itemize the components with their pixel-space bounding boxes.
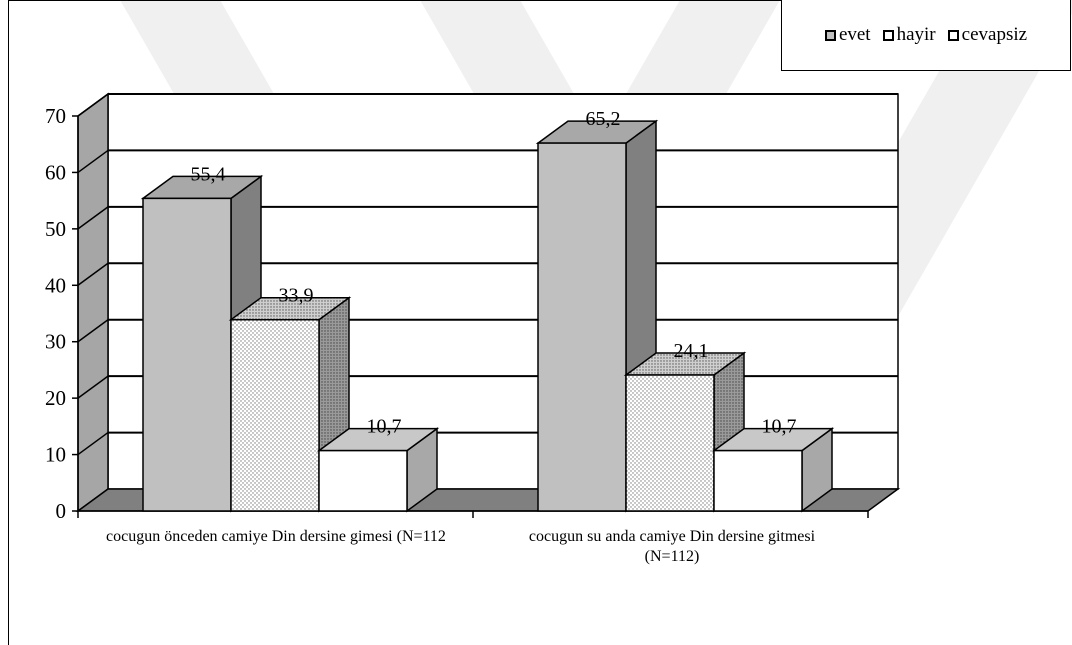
figure-frame-top [8, 0, 782, 1]
gridline-left-3 [77, 319, 109, 343]
hayir-bar-2 [625, 374, 715, 512]
cevapsiz-bar-1-label: 10,7 [367, 416, 402, 438]
cevapsiz-bar-2-label: 10,7 [762, 416, 797, 438]
legend-item-hayir: hayir [882, 24, 936, 46]
legend-item-cevapsiz: cevapsiz [947, 24, 1028, 46]
evet-bar-2 [537, 142, 627, 512]
y-tick-label-60: 60 [45, 160, 66, 184]
hayir-bar-1 [230, 318, 320, 512]
y-tick-label-50: 50 [45, 217, 66, 241]
cevapsiz-bar-2 [713, 449, 803, 512]
bars [140, 119, 835, 513]
y-tick-label-0: 0 [56, 499, 67, 523]
left-wall [77, 92, 109, 513]
legend-label-evet: evet [838, 24, 871, 45]
y-tick-label-10: 10 [45, 443, 66, 467]
y-tick-label-30: 30 [45, 330, 66, 354]
legend-label-cevapsiz: cevapsiz [961, 24, 1028, 45]
figure-frame-left [8, 0, 9, 645]
cevapsiz-bar-1 [318, 449, 408, 512]
legend-item-evet: evet [824, 24, 871, 46]
gridline-left-5 [77, 206, 109, 230]
gridline-left-7 [77, 93, 109, 117]
y-tick-label-20: 20 [45, 386, 66, 410]
legend: evet hayir cevapsiz [781, 0, 1071, 71]
legend-swatch-hayir [882, 29, 894, 41]
y-tick-label-70: 70 [45, 104, 66, 128]
legend-swatch-evet [824, 29, 836, 41]
gridline-left-4 [77, 262, 109, 286]
hayir-bar-2-label: 24,1 [674, 340, 709, 362]
evet-bar-2-label: 65,2 [586, 108, 621, 130]
legend-swatch-cevapsiz [947, 29, 959, 41]
legend-label-hayir: hayir [896, 24, 936, 45]
evet-bar-1 [142, 197, 232, 512]
gridline-left-2 [77, 375, 109, 399]
x-category-label-2: cocugun su anda camiye Din dersine gitme… [528, 528, 816, 565]
data-labels: 55,4 33,9 10,7 65,2 24,1 10,7 [191, 108, 797, 438]
y-tick-label-40: 40 [45, 273, 66, 297]
gridline-left-6 [77, 149, 109, 174]
gridline-left-1 [77, 431, 109, 456]
x-category-label-1: cocugun önceden camiye Din dersine gimes… [106, 528, 446, 545]
hayir-bar-1-label: 33,9 [279, 285, 314, 307]
evet-bar-1-label: 55,4 [191, 163, 226, 185]
